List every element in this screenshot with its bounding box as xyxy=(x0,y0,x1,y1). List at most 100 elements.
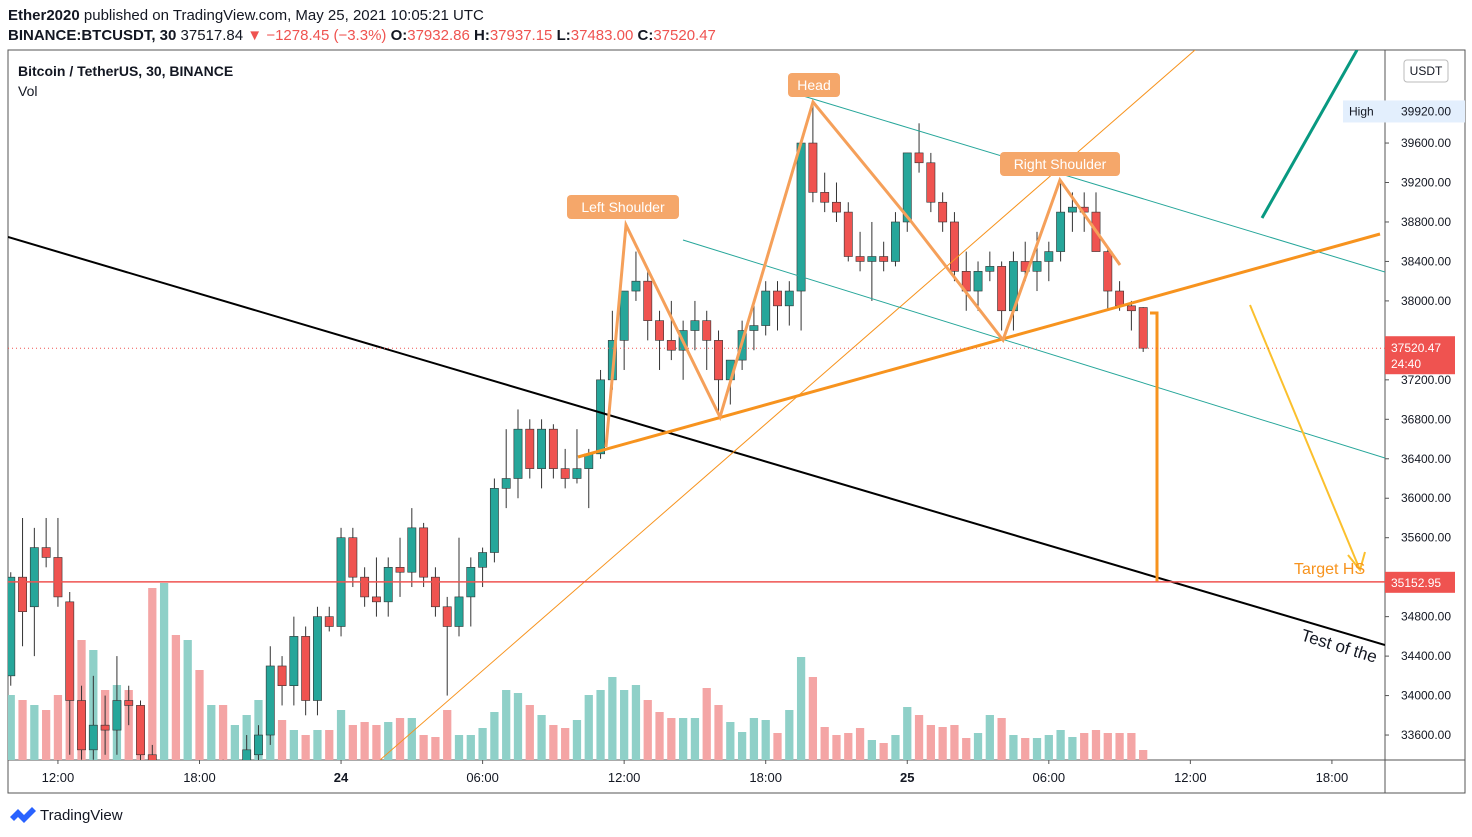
volume-bar xyxy=(679,718,688,760)
candle-body xyxy=(430,576,440,608)
candle-body xyxy=(808,142,818,193)
frame xyxy=(7,49,1466,794)
high-box xyxy=(1343,100,1465,123)
volume-bar xyxy=(643,700,652,760)
candle-body xyxy=(195,784,203,799)
volume-bar xyxy=(195,670,204,760)
x-tick-label: 24 xyxy=(334,770,349,785)
candle-body xyxy=(914,152,924,164)
x-tick-label: 12:00 xyxy=(608,770,641,785)
candle-body xyxy=(1103,251,1113,292)
neckline xyxy=(577,232,1381,459)
label-box xyxy=(567,195,679,219)
volume-bar xyxy=(466,735,475,760)
candle-body xyxy=(950,221,959,272)
volume-bar xyxy=(1021,738,1030,760)
currency-box[interactable] xyxy=(1403,59,1449,83)
trend-line xyxy=(8,236,1385,646)
volume-bar xyxy=(667,718,676,760)
volume-bar xyxy=(926,725,935,760)
volume-bar xyxy=(726,722,735,760)
candle-body xyxy=(938,201,948,223)
volume-bar xyxy=(277,720,287,760)
logo xyxy=(10,807,36,823)
volume-bar xyxy=(737,732,747,760)
volume-bar xyxy=(631,685,641,760)
volume-bar xyxy=(431,737,440,760)
volume-bar xyxy=(407,718,416,760)
candle-body xyxy=(879,256,889,262)
x-tick-label: 18:00 xyxy=(183,770,216,785)
y-tick-label: 36800.00 xyxy=(1401,412,1451,426)
candle-body xyxy=(160,794,168,814)
candle-body xyxy=(289,636,299,687)
candle-body xyxy=(855,256,865,262)
hs-pattern xyxy=(604,98,1122,448)
volume-bar xyxy=(30,705,39,760)
candle-body xyxy=(643,280,653,321)
candle-body xyxy=(749,325,759,331)
volume-bar xyxy=(820,727,829,760)
candle-body xyxy=(548,428,558,469)
candle-body xyxy=(136,705,145,756)
candle-body xyxy=(702,320,712,341)
volume-bar xyxy=(608,677,617,760)
candle-body xyxy=(926,162,936,203)
last-price-box xyxy=(1385,336,1455,375)
volume-bar xyxy=(1068,737,1077,760)
candle-body xyxy=(172,794,180,804)
candle-body xyxy=(77,700,86,751)
volume-bar xyxy=(620,690,629,760)
o-label: O: xyxy=(391,27,408,44)
target-measure xyxy=(1150,311,1159,582)
volume-bar xyxy=(490,712,499,760)
candle-body xyxy=(572,468,582,479)
candle-body xyxy=(537,428,547,469)
volume-bar xyxy=(525,705,534,760)
label-box xyxy=(1000,152,1120,176)
y-tick-label: 36400.00 xyxy=(1401,452,1451,466)
candle-body xyxy=(560,468,570,479)
candle-body xyxy=(395,567,405,573)
candle-body xyxy=(985,266,995,272)
ohlc-line: BINANCE:BTCUSDT, 30 37517.84 ▼ −1278.45 … xyxy=(8,27,716,44)
volume-bar xyxy=(289,730,298,760)
candle-body xyxy=(254,734,263,756)
volume-bar xyxy=(962,738,971,760)
volume-bar xyxy=(1080,733,1089,760)
volume-bar xyxy=(549,725,558,760)
candle-body xyxy=(1032,261,1042,272)
volume-bar xyxy=(714,705,723,760)
volume-bar xyxy=(336,710,346,760)
candle-body xyxy=(301,636,311,701)
legend-bg xyxy=(10,58,260,104)
volume-bar xyxy=(584,695,593,760)
candle-body xyxy=(184,784,192,804)
volume-bar xyxy=(891,735,900,760)
volume-bar xyxy=(1127,733,1136,760)
last: 37517.84 xyxy=(181,27,244,44)
volume-bar xyxy=(348,725,357,760)
candle-body xyxy=(100,724,110,731)
candle-body xyxy=(666,340,676,351)
candle-body xyxy=(761,290,771,326)
y-tick-label: 39200.00 xyxy=(1401,176,1451,190)
volume-bar xyxy=(702,688,711,760)
volume-layer xyxy=(8,583,1148,760)
volume-bar xyxy=(313,730,322,760)
candle-body xyxy=(277,665,287,687)
volume-bar xyxy=(1115,733,1124,760)
candle-body xyxy=(41,547,51,558)
candle-body xyxy=(383,567,393,603)
volume-bar xyxy=(419,735,428,760)
candle-body xyxy=(219,779,227,794)
volume-bar xyxy=(502,690,511,760)
volume-bar xyxy=(749,718,759,760)
x-tick-label: 06:00 xyxy=(466,770,499,785)
volume-bar xyxy=(513,693,523,760)
volume-bar xyxy=(18,700,27,760)
annotation: Left Shoulder xyxy=(581,199,665,215)
y-tick-label: 37200.00 xyxy=(1401,373,1451,387)
brand: TradingView xyxy=(40,807,123,824)
y-tick-label: 34000.00 xyxy=(1401,689,1451,703)
